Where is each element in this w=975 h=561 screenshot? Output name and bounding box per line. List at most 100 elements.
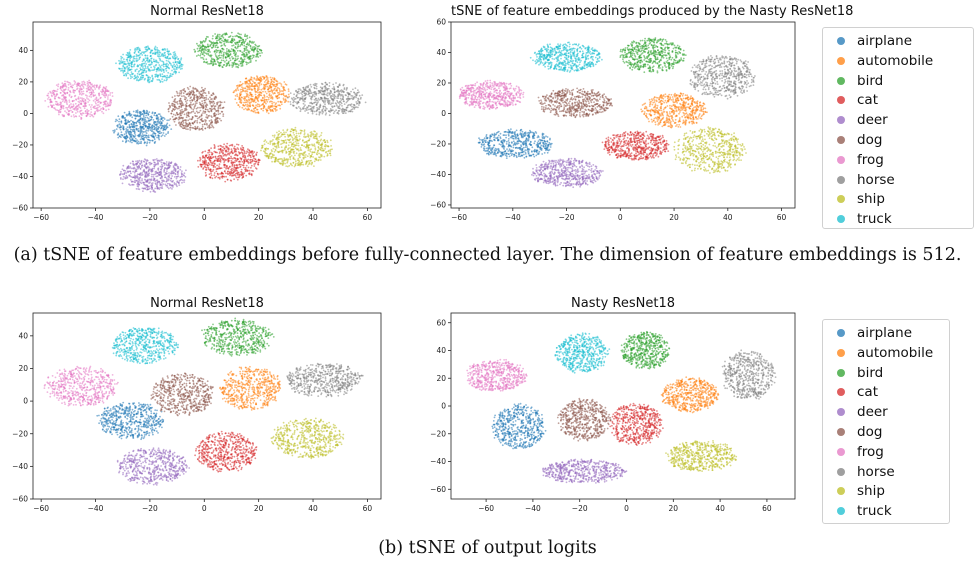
point [151,134,154,136]
point [132,120,134,123]
point [152,119,155,121]
point [128,120,131,123]
point [129,130,132,133]
point [132,134,135,137]
point [118,120,120,123]
point [155,126,158,129]
point [132,126,134,129]
point [138,142,141,145]
point [145,109,148,112]
point [123,133,126,136]
point [136,134,139,137]
point [159,120,162,122]
chart-title: Normal ResNet18 [33,4,381,19]
point [166,122,169,125]
point [124,117,126,119]
point [126,128,129,131]
point [157,117,160,119]
point [131,128,134,131]
point [139,127,142,130]
point [138,133,141,136]
point [140,134,142,137]
point [132,140,135,142]
point [122,116,124,118]
point [157,128,160,131]
point [131,116,134,119]
point [148,111,151,113]
point [139,131,142,134]
point [125,113,128,116]
point [129,140,132,143]
point [125,132,128,135]
point [142,138,145,141]
point [168,119,170,122]
point [145,112,148,115]
point [120,133,123,136]
point [143,136,146,139]
point [148,125,151,128]
point [134,134,137,136]
point [148,124,151,126]
point [121,134,124,137]
point [132,110,135,113]
point [161,134,164,137]
point [143,109,145,112]
point [153,125,155,128]
point [115,118,117,121]
point [141,137,144,140]
point [135,122,138,125]
point [155,129,158,132]
point [138,121,140,124]
point [136,139,138,142]
point [138,119,141,122]
point [118,118,121,121]
point [130,123,133,125]
point [120,131,123,134]
point [146,142,149,145]
point [130,113,133,116]
point [129,133,132,136]
point [162,119,164,122]
point [135,111,138,114]
point [153,138,156,141]
point [141,119,144,122]
point [135,128,138,131]
point [140,142,143,145]
point [115,128,118,131]
point [160,127,163,129]
point [144,130,147,133]
point [123,111,126,114]
point [136,114,139,117]
point [129,128,132,131]
point [158,138,161,141]
point [152,135,155,138]
point [148,136,150,139]
point [147,127,150,130]
point [157,136,160,138]
point [127,140,130,142]
point [136,124,139,127]
point [163,135,166,137]
point [139,118,142,120]
point [145,144,148,147]
point [124,131,127,133]
point [149,129,152,132]
point [125,137,128,140]
point [162,127,165,130]
point [151,116,153,119]
point [127,132,130,135]
point [141,126,144,128]
point [128,126,131,129]
point [140,140,143,143]
cluster-airplane [112,109,173,147]
point [163,124,166,127]
point [138,111,141,114]
point [128,123,131,126]
point [130,133,133,136]
point [139,138,142,141]
point [154,134,157,137]
point [159,115,162,117]
point [147,118,150,120]
point [162,116,165,119]
point [154,132,156,135]
